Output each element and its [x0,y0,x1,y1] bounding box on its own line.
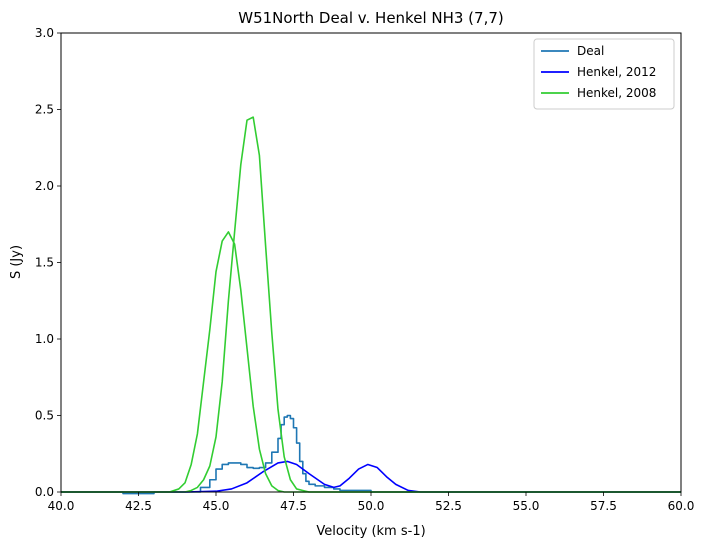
y-axis: 0.0 0.5 1.0 1.5 2.0 2.5 3.0 [35,26,61,499]
legend-box [533,38,675,110]
series-line-deal-0 [61,414,681,495]
series-line-henkel-2008-3 [61,116,681,493]
y-tick-label: 1.0 [35,332,54,346]
legend: Deal Henkel, 2012 Henkel, 2008 [533,38,675,110]
y-tick-label: 1.5 [35,256,54,270]
chart-title: W51North Deal v. Henkel NH3 (7,7) [238,9,504,27]
x-tick-label: 60.0 [668,499,695,513]
y-tick-label: 2.0 [35,179,54,193]
x-tick-label: 47.5 [280,499,307,513]
y-tick-label: 0.0 [35,485,54,499]
x-tick-label: 55.0 [513,499,540,513]
legend-label: Henkel, 2012 [577,65,656,79]
x-tick-label: 52.5 [435,499,462,513]
y-tick-label: 3.0 [35,26,54,40]
x-tick-label: 57.5 [590,499,617,513]
x-tick-label: 45.0 [203,499,230,513]
x-tick-label: 50.0 [358,499,385,513]
y-tick-label: 2.5 [35,103,54,117]
legend-label: Henkel, 2008 [577,86,656,100]
x-axis-label: Velocity (km s-1) [316,524,425,539]
y-tick-label: 0.5 [35,409,54,423]
legend-label: Deal [577,44,604,58]
x-tick-label: 40.0 [48,499,75,513]
series-line-henkel-2012-1 [61,460,681,493]
x-axis: 40.0 42.5 45.0 47.5 50.0 52.5 55.0 57.5 60.0 [48,492,695,513]
x-tick-label: 42.5 [125,499,152,513]
y-axis-label: S (Jy) [9,245,24,279]
